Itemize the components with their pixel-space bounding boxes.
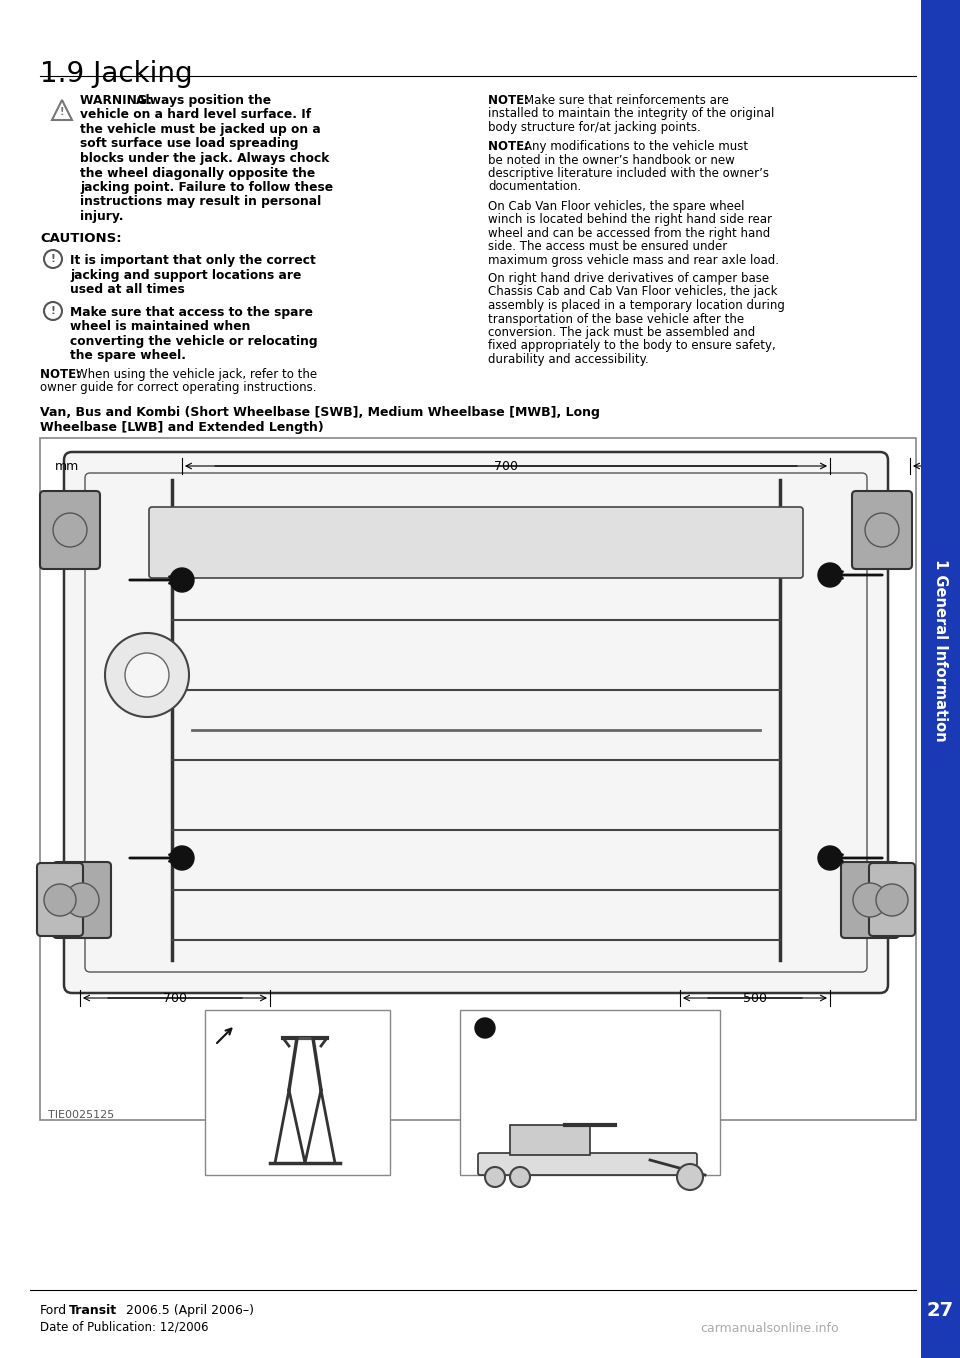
Text: 700: 700: [163, 991, 187, 1005]
Text: Wheelbase [LWB] and Extended Length): Wheelbase [LWB] and Extended Length): [40, 421, 324, 435]
Text: Chassis Cab and Cab Van Floor vehicles, the jack: Chassis Cab and Cab Van Floor vehicles, …: [488, 285, 778, 299]
Text: blocks under the jack. Always chock: blocks under the jack. Always chock: [80, 152, 329, 166]
Text: 2006.5 (April 2006–): 2006.5 (April 2006–): [122, 1304, 254, 1317]
Text: descriptive literature included with the owner’s: descriptive literature included with the…: [488, 167, 769, 181]
Circle shape: [485, 1167, 505, 1187]
Text: 500: 500: [743, 991, 767, 1005]
Circle shape: [510, 1167, 530, 1187]
FancyBboxPatch shape: [37, 862, 83, 936]
Text: On right hand drive derivatives of camper base: On right hand drive derivatives of campe…: [488, 272, 769, 285]
Text: owner guide for correct operating instructions.: owner guide for correct operating instru…: [40, 382, 317, 395]
Text: converting the vehicle or relocating: converting the vehicle or relocating: [70, 335, 318, 348]
Text: Any modifications to the vehicle must: Any modifications to the vehicle must: [524, 140, 748, 153]
Circle shape: [105, 633, 189, 717]
Text: 1 General Information: 1 General Information: [932, 558, 948, 741]
Bar: [205, 1010, 390, 1175]
FancyBboxPatch shape: [64, 452, 888, 993]
Circle shape: [818, 564, 842, 587]
Text: documentation.: documentation.: [488, 181, 581, 193]
FancyBboxPatch shape: [841, 862, 899, 938]
Text: durability and accessibility.: durability and accessibility.: [488, 353, 649, 367]
Text: 700: 700: [494, 460, 518, 473]
Text: Date of Publication: 12/2006: Date of Publication: 12/2006: [40, 1320, 208, 1334]
Text: Van, Bus and Kombi (Short Wheelbase [SWB], Medium Wheelbase [MWB], Long: Van, Bus and Kombi (Short Wheelbase [SWB…: [40, 406, 600, 420]
Text: fixed appropriately to the body to ensure safety,: fixed appropriately to the body to ensur…: [488, 340, 776, 353]
Text: the spare wheel.: the spare wheel.: [70, 349, 186, 363]
Text: !: !: [60, 107, 64, 117]
Text: Make sure that reinforcements are: Make sure that reinforcements are: [524, 94, 729, 107]
Text: 1.9 Jacking: 1.9 Jacking: [40, 60, 193, 88]
Bar: [460, 1010, 720, 1175]
Text: TIE0025125: TIE0025125: [48, 1109, 114, 1120]
Text: Transit: Transit: [69, 1304, 117, 1317]
Circle shape: [853, 883, 887, 917]
Text: When using the vehicle jack, refer to the: When using the vehicle jack, refer to th…: [76, 368, 317, 382]
Circle shape: [65, 883, 99, 917]
Text: CAUTIONS:: CAUTIONS:: [40, 232, 122, 244]
Text: winch is located behind the right hand side rear: winch is located behind the right hand s…: [488, 213, 772, 227]
Text: NOTE:: NOTE:: [488, 94, 533, 107]
Text: soft surface use load spreading: soft surface use load spreading: [80, 137, 299, 151]
Polygon shape: [510, 1124, 590, 1156]
Bar: [921, 0, 960, 1358]
Text: Always position the: Always position the: [136, 94, 271, 107]
Text: 27: 27: [926, 1301, 953, 1320]
FancyBboxPatch shape: [852, 492, 912, 569]
Text: the wheel diagonally opposite the: the wheel diagonally opposite the: [80, 167, 315, 179]
Text: assembly is placed in a temporary location during: assembly is placed in a temporary locati…: [488, 299, 785, 312]
Circle shape: [125, 653, 169, 697]
Text: Make sure that access to the spare: Make sure that access to the spare: [70, 306, 313, 319]
Text: installed to maintain the integrity of the original: installed to maintain the integrity of t…: [488, 107, 775, 121]
FancyBboxPatch shape: [869, 862, 915, 936]
Text: the vehicle must be jacked up on a: the vehicle must be jacked up on a: [80, 124, 321, 136]
Circle shape: [876, 884, 908, 917]
Circle shape: [53, 513, 87, 547]
Text: conversion. The jack must be assembled and: conversion. The jack must be assembled a…: [488, 326, 756, 340]
Text: maximum gross vehicle mass and rear axle load.: maximum gross vehicle mass and rear axle…: [488, 254, 779, 268]
Text: NOTE:: NOTE:: [488, 140, 533, 153]
Text: !: !: [51, 254, 56, 263]
Circle shape: [818, 846, 842, 870]
FancyBboxPatch shape: [53, 862, 111, 938]
Circle shape: [865, 513, 899, 547]
Text: injury.: injury.: [80, 210, 124, 223]
Text: instructions may result in personal: instructions may result in personal: [80, 196, 322, 209]
Text: mm: mm: [55, 460, 80, 473]
Text: body structure for/at jacking points.: body structure for/at jacking points.: [488, 121, 701, 134]
Circle shape: [170, 568, 194, 592]
Text: NOTE:: NOTE:: [40, 368, 85, 382]
Text: transportation of the base vehicle after the: transportation of the base vehicle after…: [488, 312, 744, 326]
Text: carmanualsonline.info: carmanualsonline.info: [700, 1321, 839, 1335]
Circle shape: [170, 846, 194, 870]
FancyBboxPatch shape: [40, 492, 100, 569]
Bar: [40, 439, 916, 1120]
Text: side. The access must be ensured under: side. The access must be ensured under: [488, 240, 728, 254]
Text: !: !: [51, 306, 56, 316]
Text: vehicle on a hard level surface. If: vehicle on a hard level surface. If: [80, 109, 311, 121]
Circle shape: [475, 1018, 495, 1038]
Circle shape: [677, 1164, 703, 1190]
Text: be noted in the owner’s handbook or new: be noted in the owner’s handbook or new: [488, 153, 734, 167]
Text: jacking point. Failure to follow these: jacking point. Failure to follow these: [80, 181, 333, 194]
Text: WARNING:: WARNING:: [80, 94, 156, 107]
Text: Ford: Ford: [40, 1304, 67, 1317]
Text: wheel and can be accessed from the right hand: wheel and can be accessed from the right…: [488, 227, 770, 240]
Text: It is important that only the correct: It is important that only the correct: [70, 254, 316, 268]
Text: jacking and support locations are: jacking and support locations are: [70, 269, 301, 281]
FancyBboxPatch shape: [149, 507, 803, 579]
Circle shape: [44, 884, 76, 917]
Text: On Cab Van Floor vehicles, the spare wheel: On Cab Van Floor vehicles, the spare whe…: [488, 200, 745, 213]
Text: used at all times: used at all times: [70, 282, 184, 296]
Text: wheel is maintained when: wheel is maintained when: [70, 320, 251, 334]
FancyBboxPatch shape: [478, 1153, 697, 1175]
